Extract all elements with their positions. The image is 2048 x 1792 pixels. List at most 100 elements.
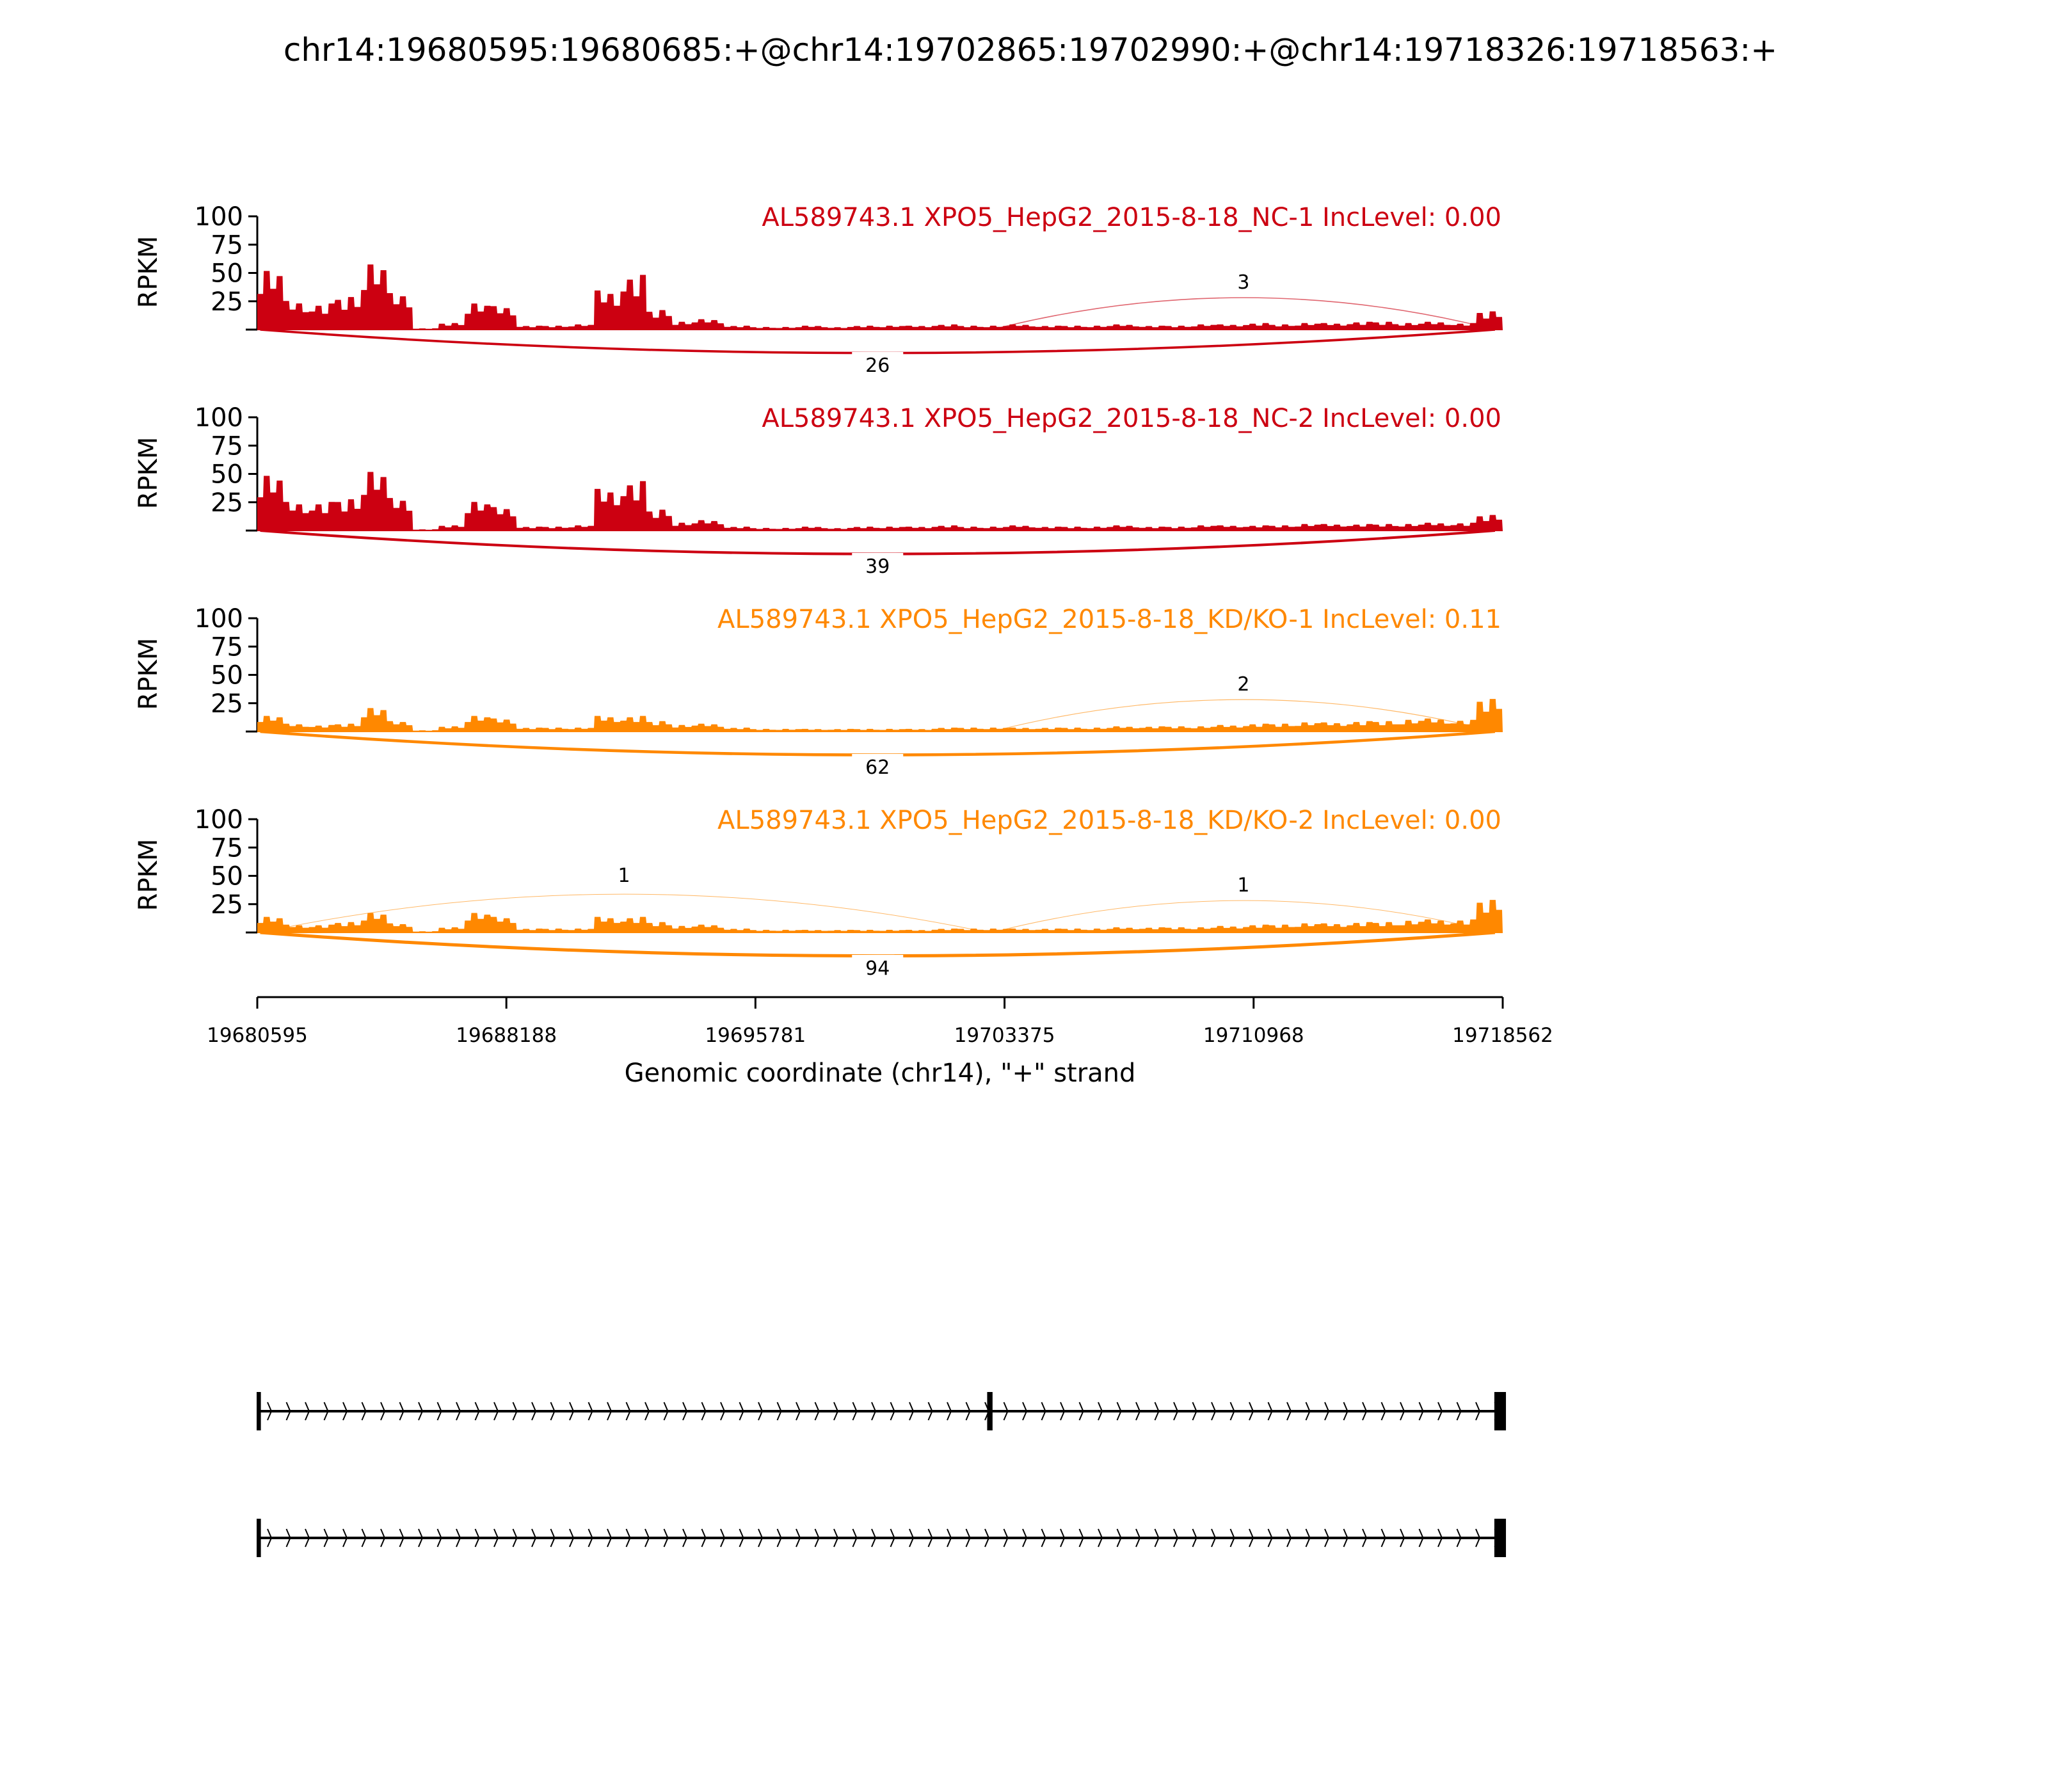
strand-arrow-icon xyxy=(607,1402,612,1421)
strand-arrow-icon xyxy=(833,1528,839,1548)
track-label: AL589743.1 XPO5_HepG2_2015-8-18_NC-2 Inc… xyxy=(762,404,1501,433)
strand-arrow-icon xyxy=(512,1528,518,1548)
strand-arrow-icon xyxy=(474,1528,480,1548)
junction-arc xyxy=(260,529,1496,556)
strand-arrow-icon xyxy=(1116,1402,1122,1421)
strand-arrow-icon xyxy=(1475,1402,1481,1421)
exon xyxy=(987,1392,993,1430)
strand-arrow-icon xyxy=(1003,1528,1009,1548)
strand-arrow-icon xyxy=(1286,1402,1292,1421)
strand-arrow-icon xyxy=(1400,1528,1405,1548)
strand-arrow-icon xyxy=(1229,1528,1235,1548)
strand-arrow-icon xyxy=(1098,1402,1103,1421)
strand-arrow-icon xyxy=(625,1528,631,1548)
strand-arrow-icon xyxy=(569,1402,575,1421)
junction-label-bg xyxy=(598,862,650,888)
y-tick-label: 50 xyxy=(211,259,243,289)
strand-arrow-icon xyxy=(474,1402,480,1421)
y-tick-label: 75 xyxy=(211,431,243,461)
strand-arrow-icon xyxy=(1022,1402,1028,1421)
strand-arrow-icon xyxy=(739,1402,744,1421)
strand-arrow-icon xyxy=(1116,1528,1122,1548)
strand-arrow-icon xyxy=(1267,1402,1273,1421)
strand-arrow-icon xyxy=(796,1402,801,1421)
strand-arrow-icon xyxy=(569,1528,575,1548)
strand-arrow-icon xyxy=(1362,1528,1368,1548)
strand-arrow-icon xyxy=(947,1528,952,1548)
strand-arrow-icon xyxy=(1286,1528,1292,1548)
junction-count: 1 xyxy=(1237,874,1249,897)
strand-arrow-icon xyxy=(323,1528,329,1548)
strand-arrow-icon xyxy=(701,1402,707,1421)
y-axis-label: RPKM xyxy=(134,638,163,710)
strand-arrow-icon xyxy=(1173,1528,1179,1548)
strand-arrow-icon xyxy=(776,1402,782,1421)
strand-arrow-icon xyxy=(1154,1528,1160,1548)
y-tick-label: 25 xyxy=(211,890,243,920)
transcript xyxy=(257,1519,1507,1557)
strand-arrow-icon xyxy=(663,1402,669,1421)
strand-arrow-icon xyxy=(607,1528,612,1548)
junction-count: 94 xyxy=(865,957,890,980)
strand-arrow-icon xyxy=(1135,1402,1141,1421)
strand-arrow-icon xyxy=(682,1402,688,1421)
strand-arrow-icon xyxy=(1022,1528,1028,1548)
y-tick-label: 50 xyxy=(211,661,243,691)
strand-arrow-icon xyxy=(285,1528,291,1548)
strand-arrow-icon xyxy=(342,1528,348,1548)
strand-arrow-icon xyxy=(814,1528,820,1548)
strand-arrow-icon xyxy=(796,1528,801,1548)
strand-arrow-icon xyxy=(852,1402,858,1421)
junction-count: 3 xyxy=(1237,271,1249,294)
strand-arrow-icon xyxy=(1437,1528,1443,1548)
junction-arc xyxy=(991,900,1496,933)
x-tick-label: 19703375 xyxy=(954,1024,1055,1047)
strand-arrow-icon xyxy=(644,1528,650,1548)
strand-arrow-icon xyxy=(1135,1528,1141,1548)
strand-arrow-icon xyxy=(1078,1528,1084,1548)
strand-arrow-icon xyxy=(588,1402,593,1421)
strand-arrow-icon xyxy=(644,1402,650,1421)
strand-arrow-icon xyxy=(456,1528,461,1548)
strand-arrow-icon xyxy=(436,1402,442,1421)
strand-arrow-icon xyxy=(776,1528,782,1548)
strand-arrow-icon xyxy=(493,1402,499,1421)
strand-arrow-icon xyxy=(342,1402,348,1421)
junction-arc xyxy=(260,328,1496,355)
strand-arrow-icon xyxy=(1173,1402,1179,1421)
strand-arrow-icon xyxy=(758,1528,764,1548)
strand-arrow-icon xyxy=(1211,1528,1217,1548)
x-tick-label: 19710968 xyxy=(1203,1024,1304,1047)
strand-arrow-icon xyxy=(1060,1402,1066,1421)
x-axis: 19680595 19688188 19695781 19703375 19710968… xyxy=(207,996,1553,1047)
strand-arrow-icon xyxy=(267,1402,273,1421)
strand-arrow-icon xyxy=(531,1402,537,1421)
junction-label-bg xyxy=(1217,872,1269,897)
strand-arrow-icon xyxy=(852,1528,858,1548)
y-tick-label: 50 xyxy=(211,862,243,892)
strand-arrow-icon xyxy=(984,1528,990,1548)
strand-arrow-icon xyxy=(1078,1402,1084,1421)
strand-arrow-icon xyxy=(1475,1528,1481,1548)
strand-arrow-icon xyxy=(323,1402,329,1421)
y-tick-label: 25 xyxy=(211,287,243,317)
junction-count: 39 xyxy=(865,556,890,578)
junction-label-bg xyxy=(852,553,904,579)
strand-arrow-icon xyxy=(909,1528,915,1548)
strand-arrow-icon xyxy=(436,1528,442,1548)
strand-arrow-icon xyxy=(1343,1528,1348,1548)
gene-models xyxy=(257,1392,1507,1557)
strand-arrow-icon xyxy=(305,1528,310,1548)
strand-arrow-icon xyxy=(493,1528,499,1548)
strand-arrow-icon xyxy=(909,1402,915,1421)
strand-arrow-icon xyxy=(1192,1528,1197,1548)
strand-arrow-icon xyxy=(267,1528,273,1548)
junction-arc xyxy=(260,730,1496,756)
strand-arrow-icon xyxy=(890,1402,895,1421)
y-tick-label: 75 xyxy=(211,230,243,260)
junction-label-bg xyxy=(852,754,904,780)
junction-arc xyxy=(991,297,1496,330)
strand-arrow-icon xyxy=(1003,1402,1009,1421)
junction-label-bg xyxy=(1217,671,1269,696)
